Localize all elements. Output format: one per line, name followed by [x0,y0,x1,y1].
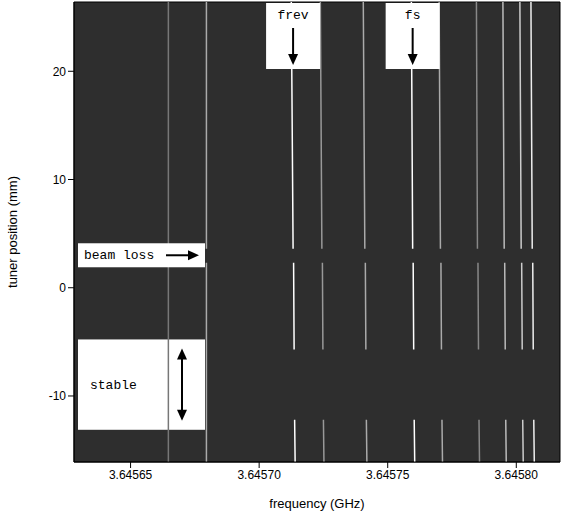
svg-text:20: 20 [53,65,67,79]
svg-text:-10: -10 [49,389,67,403]
svg-text:frev: frev [277,8,308,23]
svg-text:3.64575: 3.64575 [366,468,410,482]
svg-text:10: 10 [53,173,67,187]
svg-text:fs: fs [405,8,421,23]
svg-text:frequency (GHz): frequency (GHz) [269,496,364,511]
svg-text:beam loss: beam loss [84,248,154,263]
svg-text:3.64570: 3.64570 [237,468,281,482]
svg-text:3.64580: 3.64580 [495,468,539,482]
svg-text:3.64565: 3.64565 [109,468,153,482]
svg-text:0: 0 [59,281,66,295]
svg-text:tuner position (mm): tuner position (mm) [5,176,20,288]
svg-text:stable: stable [90,378,137,393]
